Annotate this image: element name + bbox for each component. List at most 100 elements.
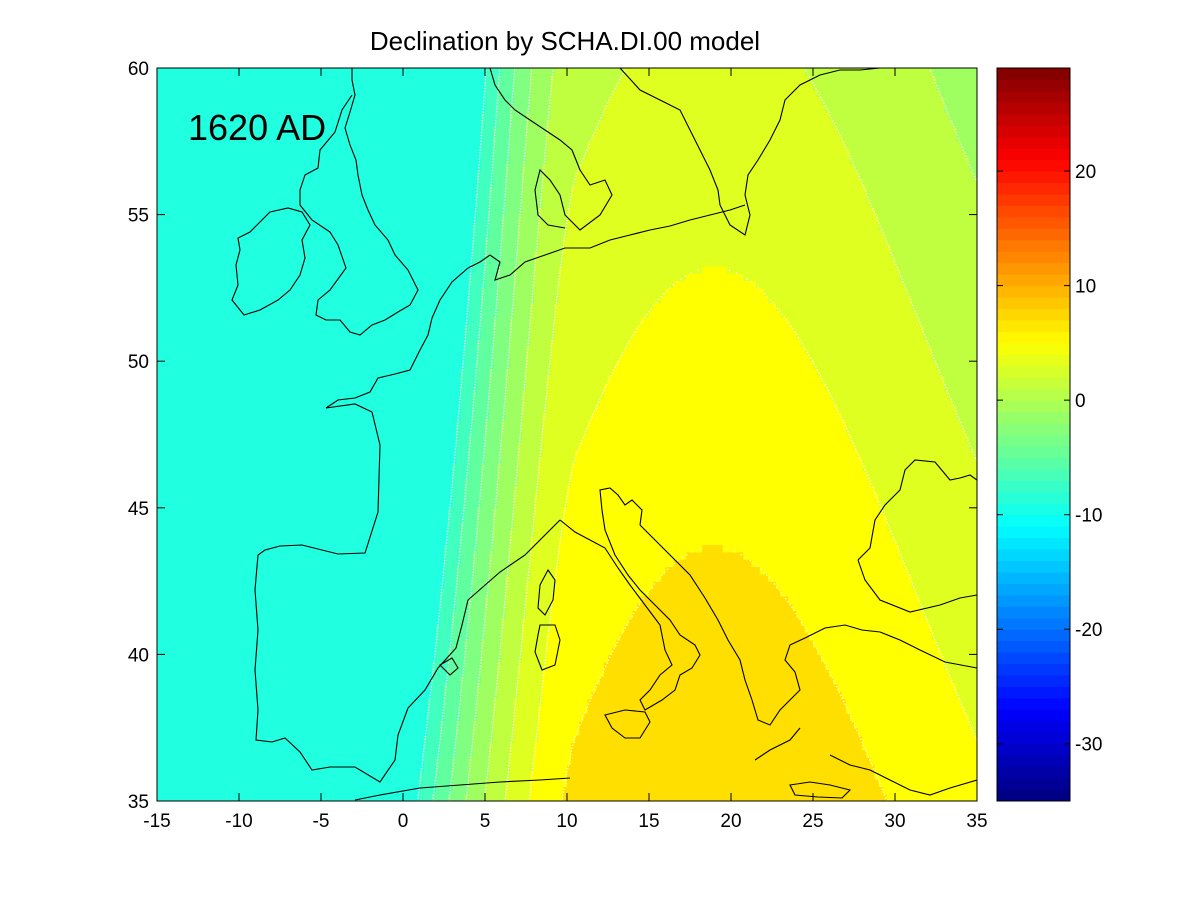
field-cell	[300, 441, 306, 450]
field-cell	[198, 82, 203, 91]
field-cell	[329, 749, 334, 758]
field-cell	[312, 419, 318, 428]
field-cell	[181, 771, 187, 780]
field-cell	[341, 375, 347, 384]
field-cell	[349, 610, 355, 619]
field-cell	[357, 639, 363, 648]
field-cell	[288, 155, 293, 164]
field-cell	[292, 786, 297, 795]
field-cell	[222, 764, 228, 773]
field-cell	[193, 595, 199, 604]
field-cell	[165, 287, 170, 296]
field-cell	[214, 221, 220, 230]
field-cell	[177, 170, 183, 179]
field-cell	[325, 251, 330, 260]
field-cell	[296, 463, 302, 472]
field-cell	[300, 676, 306, 685]
field-cell	[312, 786, 318, 795]
field-cell	[333, 390, 338, 399]
field-cell	[280, 412, 285, 421]
field-cell	[214, 375, 220, 384]
field-cell	[316, 647, 322, 655]
field-cell	[222, 507, 228, 516]
field-cell	[329, 177, 334, 186]
field-cell	[263, 207, 269, 216]
field-cell	[349, 119, 355, 128]
field-cell	[202, 749, 207, 758]
field-cell	[165, 119, 170, 128]
field-cell	[337, 529, 343, 538]
field-cell	[189, 610, 195, 619]
field-cell	[255, 463, 261, 472]
field-cell	[222, 478, 228, 487]
field-cell	[353, 654, 359, 663]
field-cell	[312, 705, 318, 714]
field-cell	[296, 75, 302, 84]
field-cell	[292, 639, 297, 648]
field-cell	[308, 559, 314, 568]
field-cell	[263, 339, 269, 348]
field-cell	[337, 705, 343, 714]
field-cell	[214, 485, 220, 494]
field-cell	[198, 742, 203, 751]
field-cell	[173, 559, 179, 568]
field-cell	[271, 287, 277, 296]
field-cell	[243, 493, 248, 502]
field-cell	[329, 353, 334, 362]
field-cell	[333, 331, 338, 340]
field-cell	[325, 779, 330, 787]
field-cell	[275, 339, 281, 348]
field-cell	[333, 119, 338, 128]
field-cell	[181, 119, 187, 128]
field-cell	[345, 170, 351, 179]
field-cell	[349, 617, 355, 626]
field-cell	[177, 97, 183, 106]
field-cell	[161, 309, 166, 318]
field-cell	[181, 742, 187, 751]
field-cell	[161, 749, 166, 758]
field-cell	[206, 383, 211, 392]
field-cell	[300, 133, 306, 142]
field-cell	[157, 588, 162, 597]
field-cell	[300, 647, 306, 655]
field-cell	[296, 485, 302, 494]
field-cell	[169, 221, 174, 230]
field-cell	[280, 148, 285, 157]
field-cell	[230, 199, 236, 208]
field-cell	[169, 236, 174, 245]
field-cell	[202, 75, 207, 84]
field-cell	[304, 537, 310, 546]
field-cell	[243, 713, 248, 721]
field-cell	[321, 456, 326, 465]
field-cell	[222, 742, 228, 751]
field-cell	[157, 478, 162, 487]
field-cell	[321, 192, 326, 201]
field-cell	[206, 603, 211, 612]
field-cell	[251, 405, 256, 414]
field-cell	[337, 676, 343, 685]
field-cell	[288, 449, 293, 458]
field-cell	[321, 375, 326, 384]
field-cell	[259, 786, 265, 795]
field-cell	[226, 221, 232, 230]
field-cell	[312, 456, 318, 465]
field-cell	[337, 507, 343, 516]
field-cell	[165, 148, 170, 157]
field-cell	[329, 713, 334, 721]
field-cell	[337, 735, 343, 743]
field-cell	[218, 720, 224, 729]
field-cell	[333, 214, 338, 223]
field-cell	[304, 551, 310, 560]
field-cell	[206, 742, 211, 751]
field-cell	[239, 111, 244, 120]
field-cell	[345, 419, 351, 428]
field-cell	[243, 771, 248, 780]
field-cell	[206, 199, 211, 208]
field-cell	[198, 229, 203, 238]
field-cell	[321, 82, 326, 91]
field-cell	[234, 698, 240, 707]
field-cell	[259, 742, 265, 751]
field-cell	[165, 383, 170, 392]
field-cell	[304, 170, 310, 179]
field-cell	[198, 478, 203, 487]
